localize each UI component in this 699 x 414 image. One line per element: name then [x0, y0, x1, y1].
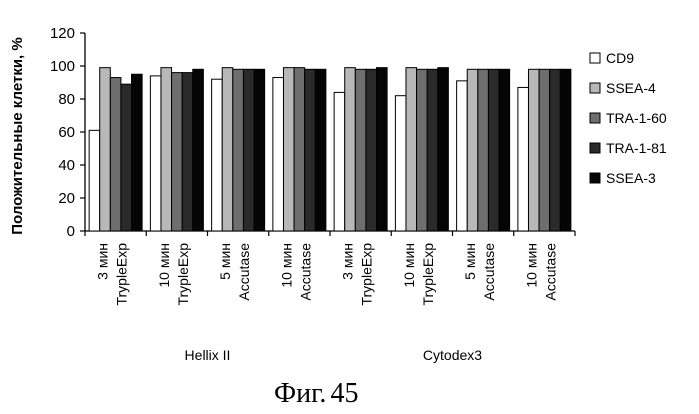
- bar-cd9: [334, 92, 345, 231]
- bar-tra-1-81: [182, 73, 193, 231]
- category-label: 3 мин: [340, 243, 356, 280]
- bar-tra-1-60: [417, 69, 428, 231]
- category-label: 10 мин: [278, 243, 294, 288]
- bar-cd9: [395, 96, 406, 231]
- bar-tra-1-60: [478, 69, 489, 231]
- bar-tra-1-81: [427, 69, 438, 231]
- group-label: Hellix II: [185, 347, 231, 363]
- legend-label: SSEA-4: [606, 80, 656, 96]
- bar-tra-1-60: [539, 69, 550, 231]
- y-tick-label: 40: [58, 157, 75, 174]
- bar-ssea-4: [345, 68, 356, 231]
- bar-tra-1-60: [294, 68, 305, 231]
- y-tick-label: 60: [58, 124, 75, 141]
- y-tick-label: 20: [58, 190, 75, 207]
- bar-tra-1-81: [550, 69, 561, 231]
- bar-cd9: [150, 76, 161, 231]
- category-label: 10 мин: [523, 243, 539, 288]
- y-axis-label: Положительные клетки, %: [9, 37, 26, 234]
- bar-ssea-4: [528, 69, 539, 231]
- bar-ssea-4: [222, 68, 233, 231]
- category-label: Accutase: [481, 243, 497, 301]
- category-label: TrypleExp: [420, 243, 436, 306]
- bar-tra-1-60: [355, 69, 366, 231]
- bar-cd9: [212, 79, 223, 231]
- bar-cd9: [273, 78, 284, 231]
- bar-ssea-3: [377, 68, 388, 231]
- bar-tra-1-81: [488, 69, 499, 231]
- chart-labels: 3 минTrypleExp10 минTrypleExp5 минAccuta…: [95, 243, 559, 363]
- bar-tra-1-60: [172, 73, 183, 231]
- category-label: TrypleExp: [359, 243, 375, 306]
- figure-caption-text: Фиг.: [274, 378, 326, 409]
- bar-cd9: [518, 87, 529, 231]
- bar-ssea-4: [283, 68, 294, 231]
- category-label: TrypleExp: [175, 243, 191, 306]
- bar-cd9: [89, 130, 100, 231]
- category-label: 3 мин: [95, 243, 111, 280]
- bar-ssea-4: [406, 68, 417, 231]
- category-label: TrypleExp: [114, 243, 130, 306]
- bar-ssea-3: [254, 69, 265, 231]
- category-label: 5 мин: [217, 243, 233, 280]
- bar-ssea-4: [100, 68, 111, 231]
- y-tick-label: 0: [67, 223, 75, 240]
- bar-ssea-3: [560, 69, 571, 231]
- bar-ssea-3: [193, 69, 204, 231]
- bar-tra-1-81: [243, 69, 254, 231]
- figure-caption-number: 45: [330, 378, 358, 409]
- y-tick-label: 80: [58, 91, 75, 108]
- category-label: Accutase: [297, 243, 313, 301]
- category-label: 5 мин: [462, 243, 478, 280]
- bar-ssea-3: [499, 69, 510, 231]
- bar-cd9: [457, 81, 468, 231]
- figure-caption: Фиг.45: [274, 378, 358, 409]
- bar-ssea-3: [438, 68, 449, 231]
- category-label: Accutase: [236, 243, 252, 301]
- chart-bars: [89, 68, 571, 231]
- bar-tra-1-60: [110, 78, 121, 231]
- group-label: Cytodex3: [423, 347, 482, 363]
- legend-label: TRA-1-60: [606, 110, 667, 126]
- bar-tra-1-81: [366, 69, 377, 231]
- bar-ssea-4: [467, 69, 478, 231]
- chart-legend: CD9 SSEA-4 TRA-1-60 TRA-1-81 SSEA-3: [590, 50, 667, 186]
- category-label: Accutase: [542, 243, 558, 301]
- bar-ssea-4: [161, 68, 172, 231]
- bar-tra-1-81: [121, 84, 132, 231]
- bar-tra-1-81: [305, 69, 316, 231]
- category-label: 10 мин: [401, 243, 417, 288]
- y-tick-label: 120: [50, 25, 75, 42]
- legend-label: SSEA-3: [606, 170, 656, 186]
- legend-swatch-cd9: [590, 53, 600, 63]
- legend-label: TRA-1-81: [606, 140, 667, 156]
- bar-ssea-3: [315, 69, 326, 231]
- legend-swatch-ssea-4: [590, 83, 600, 93]
- bar-ssea-3: [132, 74, 143, 231]
- bar-tra-1-60: [233, 69, 244, 231]
- legend-swatch-tra-1-81: [590, 143, 600, 153]
- legend-swatch-tra-1-60: [590, 113, 600, 123]
- legend-swatch-ssea-3: [590, 173, 600, 183]
- legend-label: CD9: [606, 50, 634, 66]
- category-label: 10 мин: [156, 243, 172, 288]
- y-tick-label: 100: [50, 58, 75, 75]
